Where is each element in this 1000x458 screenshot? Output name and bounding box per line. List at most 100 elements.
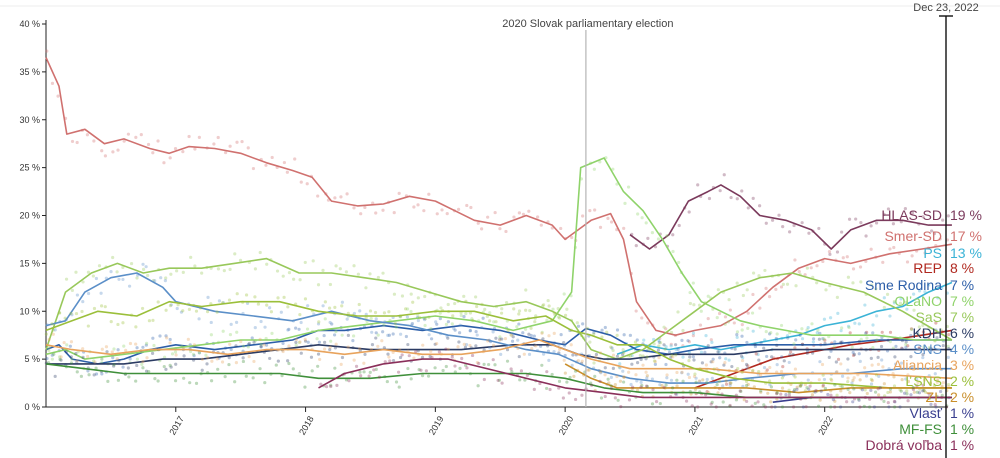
- poll-dot: [704, 334, 707, 337]
- poll-dot: [86, 355, 89, 358]
- poll-dot: [252, 167, 255, 170]
- poll-dot: [724, 357, 727, 360]
- legend-name: SaS: [916, 309, 942, 325]
- poll-dot: [736, 367, 739, 370]
- poll-dot: [110, 320, 113, 323]
- poll-dot: [877, 393, 880, 396]
- poll-dot: [892, 246, 895, 249]
- poll-dot: [651, 231, 654, 234]
- poll-dot: [698, 379, 701, 382]
- poll-dot: [853, 322, 856, 325]
- poll-dot: [353, 359, 356, 362]
- poll-dot: [600, 329, 603, 332]
- legend-item: Smer-SD 17 %: [884, 228, 981, 244]
- legend-value: 4 %: [950, 341, 974, 357]
- poll-dot: [494, 320, 497, 323]
- poll-dot: [206, 310, 209, 313]
- poll-dot: [629, 334, 632, 337]
- poll-dot: [776, 332, 779, 335]
- poll-dot: [381, 209, 384, 212]
- poll-dot: [358, 371, 361, 374]
- poll-dot: [145, 356, 148, 359]
- poll-dot: [670, 344, 673, 347]
- poll-dot: [54, 328, 57, 331]
- poll-dot: [260, 345, 263, 348]
- poll-dot: [130, 262, 133, 265]
- poll-dot: [141, 346, 144, 349]
- poll-dot: [736, 281, 739, 284]
- poll-dot: [641, 354, 644, 357]
- poll-dot: [628, 398, 631, 401]
- legend-value: 3 %: [950, 357, 974, 373]
- poll-dot: [76, 141, 79, 144]
- poll-dot: [52, 333, 55, 336]
- poll-dot: [735, 394, 738, 397]
- poll-dot: [858, 352, 861, 355]
- poll-dot: [141, 263, 144, 266]
- poll-dot: [247, 345, 250, 348]
- poll-dot: [242, 345, 245, 348]
- poll-dot: [558, 316, 561, 319]
- poll-dot: [235, 361, 238, 364]
- poll-dot: [235, 321, 238, 324]
- poll-dot: [318, 341, 321, 344]
- poll-dot: [345, 192, 348, 195]
- poll-dot: [460, 314, 463, 317]
- poll-dot: [233, 252, 236, 255]
- poll-dot: [527, 333, 530, 336]
- poll-dot: [676, 310, 679, 313]
- poll-dot: [329, 340, 332, 343]
- poll-dot: [865, 336, 868, 339]
- poll-dot: [425, 369, 428, 372]
- poll-dot: [136, 358, 139, 361]
- poll-dot: [486, 339, 489, 342]
- poll-dot: [333, 333, 336, 336]
- poll-dot: [616, 328, 619, 331]
- poll-dot: [706, 378, 709, 381]
- poll-dot: [727, 320, 730, 323]
- poll-dot: [58, 311, 61, 314]
- poll-dot: [75, 312, 78, 315]
- poll-dot: [846, 380, 849, 383]
- legend-value: 1 %: [950, 405, 974, 421]
- poll-dot: [883, 296, 886, 299]
- x-tick-label: 2018: [297, 414, 316, 436]
- poll-dot: [340, 304, 343, 307]
- poll-dot: [871, 379, 874, 382]
- poll-dot: [201, 358, 204, 361]
- poll-dot: [612, 367, 615, 370]
- poll-dot: [598, 380, 601, 383]
- poll-dot: [710, 341, 713, 344]
- poll-dot: [780, 355, 783, 358]
- poll-dot: [124, 349, 127, 352]
- poll-dot: [687, 359, 690, 362]
- poll-dot: [564, 314, 567, 317]
- poll-dot: [304, 297, 307, 300]
- poll-dot: [765, 355, 768, 358]
- poll-dot: [806, 266, 809, 269]
- poll-dot: [228, 299, 231, 302]
- poll-dot: [680, 339, 683, 342]
- poll-dot: [76, 370, 79, 373]
- legend-item: OĽaNO 7 %: [895, 293, 975, 309]
- poll-dot: [81, 300, 84, 303]
- poll-dot: [750, 404, 753, 407]
- poll-dot: [511, 340, 514, 343]
- poll-dot: [316, 194, 319, 197]
- poll-dot: [303, 386, 306, 389]
- poll-dot: [381, 330, 384, 333]
- poll-dot: [866, 392, 869, 395]
- poll-dot: [898, 405, 901, 408]
- poll-dot: [764, 405, 767, 408]
- poll-dot: [685, 400, 688, 403]
- poll-dot: [558, 380, 561, 383]
- poll-dot: [286, 359, 289, 362]
- poll-dot: [870, 357, 873, 360]
- poll-dot: [675, 371, 678, 374]
- poll-dot: [741, 328, 744, 331]
- poll-dot: [95, 277, 98, 280]
- poll-dot: [317, 353, 320, 356]
- poll-dot: [140, 363, 143, 366]
- poll-dot: [533, 334, 536, 337]
- poll-dot: [576, 321, 579, 324]
